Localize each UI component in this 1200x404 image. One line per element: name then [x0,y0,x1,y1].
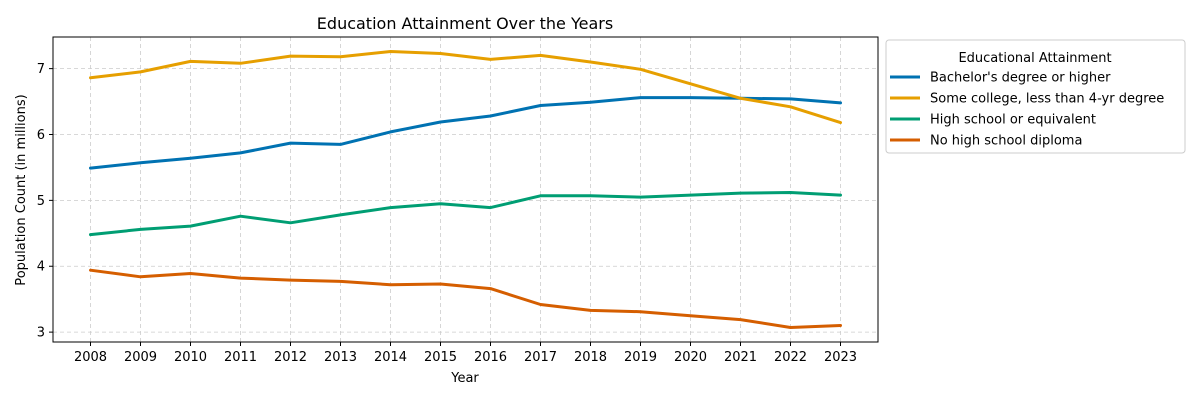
series-line-3 [89,191,842,237]
y-tick-label: 6 [37,128,45,143]
series-lines [89,50,842,329]
x-axis-label: Year [450,371,479,386]
chart-title: Education Attainment Over the Years [317,14,613,33]
legend-title: Educational Attainment [958,51,1111,66]
x-tick-label: 2008 [74,350,107,365]
x-tick-label: 2010 [174,350,207,365]
y-tick-label: 4 [37,260,45,275]
y-tick-label: 7 [37,62,45,77]
x-tick-label: 2009 [124,350,157,365]
legend-items: Bachelor's degree or higher Some college,… [890,71,1164,149]
series-line-2 [89,50,842,125]
series-line-1 [89,96,842,170]
x-tick-label: 2017 [524,350,557,365]
y-axis-label: Population Count (in millions) [14,94,29,285]
legend-label: Bachelor's degree or higher [930,71,1111,86]
y-tick-label: 3 [37,326,45,341]
y-tick-label: 5 [37,194,45,209]
x-tick-label: 2014 [374,350,407,365]
x-tick-label: 2023 [824,350,857,365]
x-tick-label: 2021 [724,350,757,365]
plot-frame [52,36,879,343]
x-tick-label: 2015 [424,350,457,365]
x-tick-label: 2011 [224,350,257,365]
legend-box [885,39,1186,154]
y-axis: 3 4 5 6 7 [37,62,53,341]
x-axis: 2008 2009 2010 2011 2012 2013 2014 2015 2016 2017… [74,342,857,365]
legend-label: Some college, less than 4-yr degree [930,92,1164,107]
legend: Educational Attainment Bachelor's degree… [885,39,1186,154]
x-tick-label: 2018 [574,350,607,365]
x-tick-label: 2013 [324,350,357,365]
x-tick-label: 2020 [674,350,707,365]
grid-lines [53,37,878,342]
legend-label: High school or equivalent [930,113,1096,128]
x-tick-label: 2012 [274,350,307,365]
x-tick-label: 2019 [624,350,657,365]
series-line-4 [89,268,842,329]
legend-label: No high school diploma [930,134,1082,149]
x-tick-label: 2022 [774,350,807,365]
x-tick-label: 2016 [474,350,507,365]
